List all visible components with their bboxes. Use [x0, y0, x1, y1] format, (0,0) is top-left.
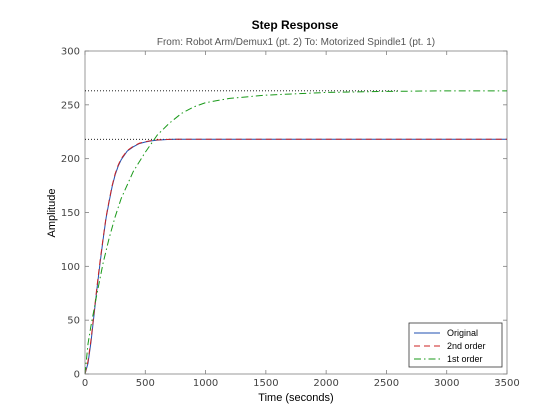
y-tick-label: 250 — [61, 100, 80, 111]
x-tick-label: 0 — [82, 378, 88, 389]
y-tick-label: 300 — [61, 47, 80, 58]
legend-label-2nd-order: 2nd order — [447, 341, 486, 351]
x-tick-label: 3500 — [494, 378, 519, 389]
y-tick-label: 0 — [74, 370, 80, 381]
y-tick-label: 50 — [67, 316, 80, 327]
x-tick-label: 1000 — [193, 378, 218, 389]
x-tick-label: 2500 — [374, 378, 399, 389]
legend-label-1st-order: 1st order — [447, 354, 483, 364]
legend-box — [408, 322, 503, 368]
legend-label-original: Original — [447, 328, 478, 338]
plot-area — [84, 50, 508, 375]
x-tick-label: 1500 — [253, 378, 278, 389]
series-line-1st-order — [84, 90, 507, 375]
x-axis-label: Time (seconds) — [258, 392, 333, 404]
y-tick-label: 150 — [61, 208, 80, 219]
series-line-2nd-order — [84, 138, 507, 375]
legend-items: Original 2nd order 1st order — [414, 328, 486, 364]
y-tick-label: 200 — [61, 154, 80, 165]
x-tick-label: 3000 — [434, 378, 459, 389]
x-tick-label: 2000 — [313, 378, 338, 389]
y-tick-label: 100 — [61, 262, 80, 273]
axis-ticks: 0 500 1000 1500 2000 2500 3000 3500 0 50 100 150 200… — [61, 47, 520, 390]
series-layer — [84, 90, 507, 375]
legend: Original 2nd order 1st order — [408, 322, 503, 368]
x-tick-label: 500 — [136, 378, 155, 389]
chart-subtitle: From: Robot Arm/Demux1 (pt. 2) To: Motor… — [157, 37, 435, 48]
reference-lines — [85, 90, 399, 140]
y-axis-label: Amplitude — [46, 189, 58, 238]
chart-title: Step Response — [252, 18, 339, 32]
